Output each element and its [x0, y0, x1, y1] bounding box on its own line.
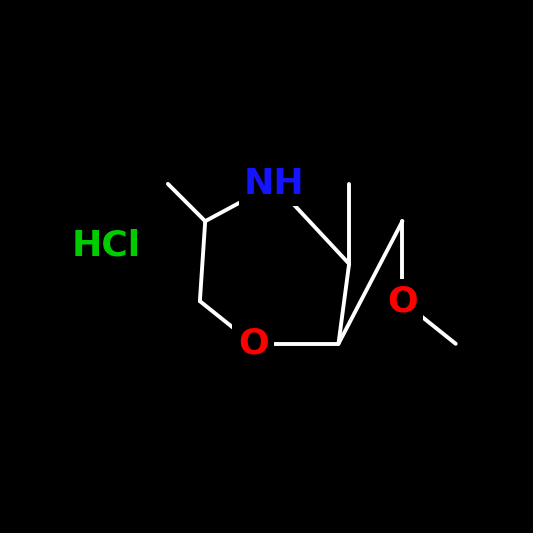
- Text: O: O: [238, 327, 269, 361]
- Text: NH: NH: [244, 167, 305, 201]
- Text: O: O: [387, 284, 418, 318]
- Text: HCl: HCl: [72, 228, 141, 262]
